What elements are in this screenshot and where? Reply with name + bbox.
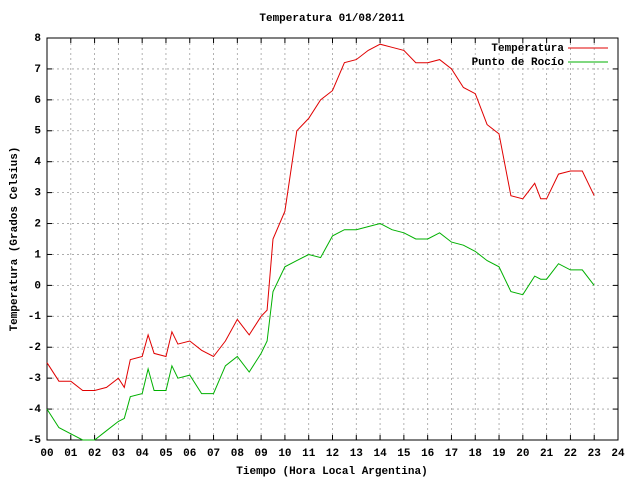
y-tick-label: 6 (34, 95, 41, 107)
legend-label: Punto de Rocío (472, 57, 565, 69)
x-tick-label: 04 (136, 448, 150, 460)
x-tick-label: 12 (326, 448, 339, 460)
plot-frame (46, 37, 619, 441)
x-tick-label: 22 (564, 448, 577, 460)
chart-title: Temperatura 01/08/2011 (259, 13, 405, 25)
x-tick-label: 14 (373, 448, 387, 460)
y-tick-label: -5 (28, 435, 42, 447)
x-tick-label: 11 (302, 448, 316, 460)
x-tick-label: 24 (611, 448, 625, 460)
data-line (46, 222, 595, 441)
x-tick-label: 16 (421, 448, 434, 460)
x-tick-label: 09 (255, 448, 268, 460)
x-tick-label: 06 (183, 448, 196, 460)
x-tick-label: 18 (469, 448, 483, 460)
x-tick-label: 13 (350, 448, 364, 460)
x-tick-label: 00 (40, 448, 53, 460)
data-line (46, 43, 595, 391)
x-tick-label: 02 (88, 448, 101, 460)
y-tick-label: -1 (28, 311, 42, 323)
x-tick-label: 17 (445, 448, 458, 460)
x-tick-label: 15 (397, 448, 411, 460)
x-axis-label: Tiempo (Hora Local Argentina) (236, 466, 427, 478)
legend-label: Temperatura (491, 43, 564, 55)
x-tick-label: 21 (540, 448, 554, 460)
x-tick-label: 20 (516, 448, 529, 460)
y-tick-label: 4 (34, 157, 41, 169)
x-tick-label: 19 (492, 448, 505, 460)
y-tick-label: -2 (28, 342, 41, 354)
y-tick-label: 5 (34, 126, 41, 138)
y-tick-label: 8 (34, 33, 41, 45)
y-tick-label: 3 (34, 188, 41, 200)
y-tick-label: -3 (28, 373, 42, 385)
y-tick-label: 7 (34, 64, 41, 76)
y-tick-label: 2 (34, 218, 41, 230)
x-tick-label: 05 (159, 448, 173, 460)
x-tick-label: 10 (278, 448, 291, 460)
x-tick-label: 01 (64, 448, 78, 460)
x-tick-label: 08 (231, 448, 245, 460)
y-tick-label: 0 (34, 280, 41, 292)
x-tick-label: 23 (588, 448, 602, 460)
y-tick-label: 1 (34, 249, 41, 261)
x-tick-label: 07 (207, 448, 220, 460)
x-tick-label: 03 (112, 448, 126, 460)
y-axis-label: Temperatura (Grados Celsius) (9, 147, 21, 332)
y-tick-label: -4 (28, 404, 42, 416)
